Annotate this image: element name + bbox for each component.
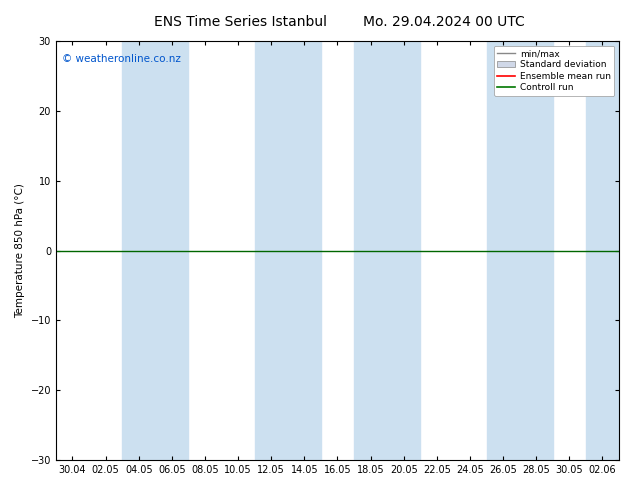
Y-axis label: Temperature 850 hPa (°C): Temperature 850 hPa (°C) [15,183,25,318]
Bar [255,41,321,460]
Text: ENS Time Series Istanbul: ENS Time Series Istanbul [155,15,327,29]
Text: © weatheronline.co.nz: © weatheronline.co.nz [61,53,181,64]
Bar [122,41,188,460]
Bar [486,41,553,460]
Bar [354,41,420,460]
Bar [586,41,619,460]
Text: Mo. 29.04.2024 00 UTC: Mo. 29.04.2024 00 UTC [363,15,525,29]
Legend: min/max, Standard deviation, Ensemble mean run, Controll run: min/max, Standard deviation, Ensemble me… [494,46,614,96]
